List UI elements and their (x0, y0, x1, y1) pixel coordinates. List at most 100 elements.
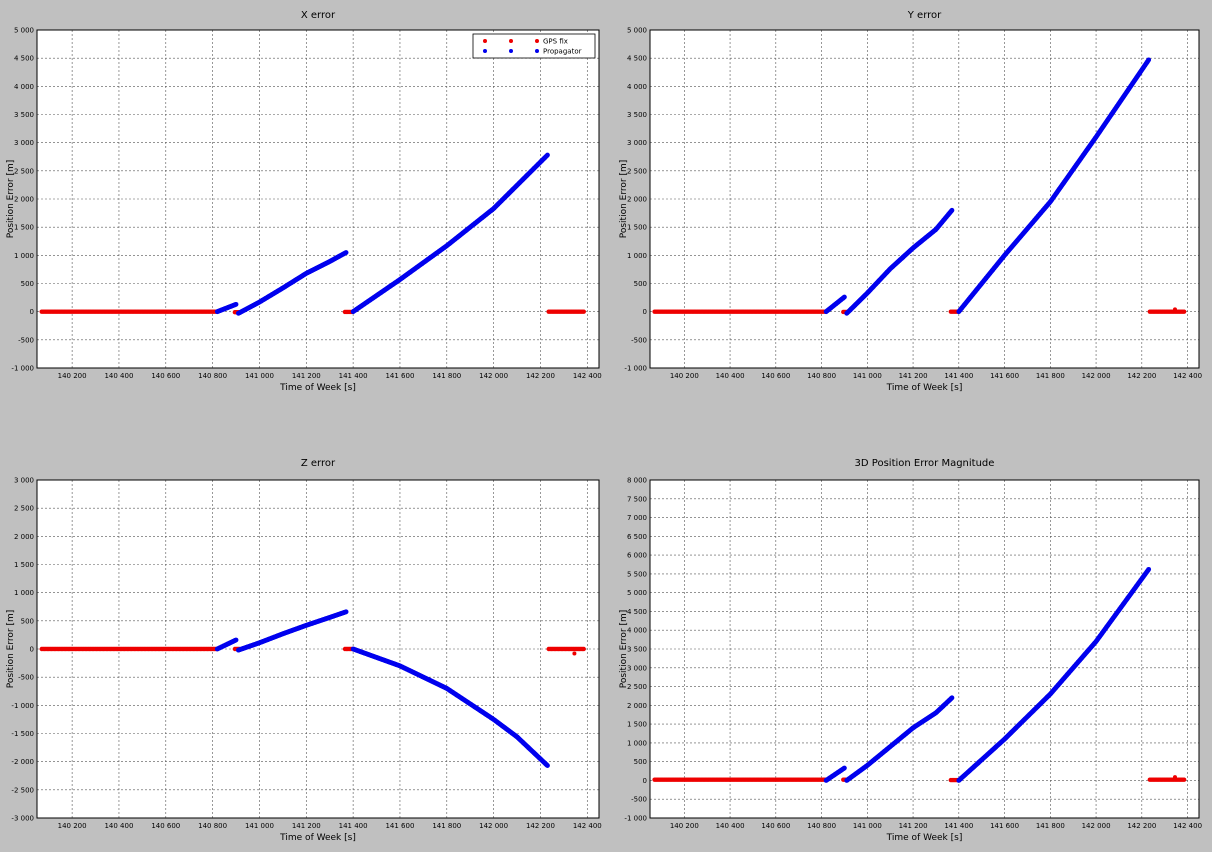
y-tick-label: 0 (30, 308, 34, 316)
plot-frame (649, 479, 1200, 819)
x-tick-label: 141 800 (1036, 822, 1065, 830)
y-tick-label: -500 (631, 796, 647, 804)
y-tick-label: 2 500 (14, 505, 34, 513)
y-tick-label: 2 500 (14, 167, 34, 175)
legend-gps-marker (483, 39, 487, 43)
x-tick-label: 141 200 (899, 822, 928, 830)
propagator-point (1146, 57, 1152, 63)
y-tick-label: 2 000 (627, 196, 647, 204)
x-tick-label: 140 800 (198, 372, 227, 380)
plot-frame (36, 29, 600, 369)
y-tick-label: 2 000 (14, 533, 34, 541)
x-axis-label: Time of Week [s] (886, 383, 963, 393)
legend: GPS fix Propagator (472, 33, 596, 59)
y-tick-label: -2 000 (11, 758, 34, 766)
x-tick-label: 142 400 (573, 822, 602, 830)
propagator-point (1146, 566, 1152, 572)
gps-fix-point (1181, 777, 1187, 782)
x-tick-label: 142 200 (1127, 822, 1156, 830)
y-tick-label: 1 500 (627, 224, 647, 232)
x-axis-label: Time of Week [s] (886, 833, 963, 843)
x-tick-label: 141 000 (245, 822, 274, 830)
plot-title: Z error (301, 458, 336, 469)
y-tick-label: -1 000 (11, 702, 34, 710)
x-tick-label: 141 400 (339, 822, 368, 830)
subplot-z: 140 200 140 400 140 600 140 800 141 000 141 2… (6, 458, 602, 843)
y-tick-label: 500 (21, 280, 34, 288)
x-axis-label: Time of Week [s] (279, 833, 356, 843)
x-tick-label: 142 200 (526, 372, 555, 380)
x-tick-label: 140 400 (716, 822, 745, 830)
y-tick-label: 7 500 (627, 495, 647, 503)
propagator-point (949, 207, 955, 213)
y-tick-label: -500 (18, 674, 34, 682)
subplot-x: 140 200 140 400 140 600 140 800 141 000 141 2… (6, 10, 602, 393)
x-tick-label: 141 800 (432, 822, 461, 830)
gps-fix-point (1172, 775, 1177, 780)
plot-title: X error (301, 10, 336, 21)
y-tick-label: 3 000 (627, 664, 647, 672)
data-series (39, 609, 586, 769)
x-tick-label: 140 200 (670, 372, 699, 380)
x-tick-label: 142 000 (479, 822, 508, 830)
y-tick-label: 1 500 (14, 224, 34, 232)
x-tick-label: 140 600 (761, 372, 790, 380)
propagator-point (233, 637, 239, 643)
x-tick-label: 141 600 (990, 372, 1019, 380)
y-tick-label: 2 000 (14, 196, 34, 204)
legend-propagator-marker (535, 49, 539, 53)
x-tick-label: 140 600 (151, 372, 180, 380)
x-tick-label: 141 400 (944, 822, 973, 830)
y-tick-label: 5 500 (627, 570, 647, 578)
y-tick-label: 4 000 (627, 627, 647, 635)
gps-fix-point (1172, 307, 1177, 312)
gps-fix-point (572, 651, 577, 656)
x-tick-label: 142 000 (1082, 822, 1111, 830)
y-tick-label: -1 000 (11, 365, 34, 373)
x-tick-label: 142 400 (1173, 372, 1202, 380)
propagator-point (343, 609, 349, 615)
data-series (652, 57, 1187, 316)
x-tick-label: 141 000 (853, 822, 882, 830)
x-tick-label: 141 200 (292, 372, 321, 380)
plot-title: Y error (907, 10, 942, 21)
x-tick-label: 140 800 (807, 822, 836, 830)
y-tick-label: 8 000 (627, 477, 647, 485)
x-tick-label: 141 000 (853, 372, 882, 380)
legend-propagator-label: Propagator (543, 48, 582, 56)
y-tick-label: 1 000 (14, 252, 34, 260)
y-tick-label: 1 500 (14, 561, 34, 569)
x-tick-label: 142 200 (526, 822, 555, 830)
y-tick-label: -1 500 (11, 730, 34, 738)
y-tick-label: 4 500 (14, 55, 34, 63)
y-tick-label: 7 000 (627, 514, 647, 522)
x-tick-label: 140 400 (104, 372, 133, 380)
y-tick-label: -3 000 (11, 815, 34, 823)
y-tick-label: 1 000 (627, 252, 647, 260)
gps-fix-point (581, 646, 586, 652)
x-tick-label: 142 000 (1082, 372, 1111, 380)
propagator-point (842, 294, 847, 300)
y-tick-label: 3 000 (14, 139, 34, 147)
data-series (652, 566, 1187, 783)
y-tick-label: 2 000 (627, 702, 647, 710)
y-tick-label: 6 000 (627, 552, 647, 560)
propagator-point (233, 301, 239, 307)
y-tick-label: -500 (18, 336, 34, 344)
gps-fix-point (581, 309, 586, 314)
plot-area (650, 30, 1199, 368)
x-tick-label: 140 200 (58, 822, 87, 830)
propagator-point (545, 763, 550, 769)
y-tick-label: 4 500 (627, 55, 647, 63)
y-tick-label: 3 500 (627, 646, 647, 654)
y-tick-label: 0 (643, 777, 647, 785)
x-tick-label: 142 000 (479, 372, 508, 380)
x-tick-label: 141 200 (292, 822, 321, 830)
x-axis-label: Time of Week [s] (279, 383, 356, 393)
y-tick-label: 5 000 (627, 589, 647, 597)
x-tick-label: 141 400 (944, 372, 973, 380)
x-tick-label: 140 600 (761, 822, 790, 830)
x-tick-label: 140 400 (104, 822, 133, 830)
legend-propagator-marker (509, 49, 513, 53)
x-tick-label: 142 200 (1127, 372, 1156, 380)
